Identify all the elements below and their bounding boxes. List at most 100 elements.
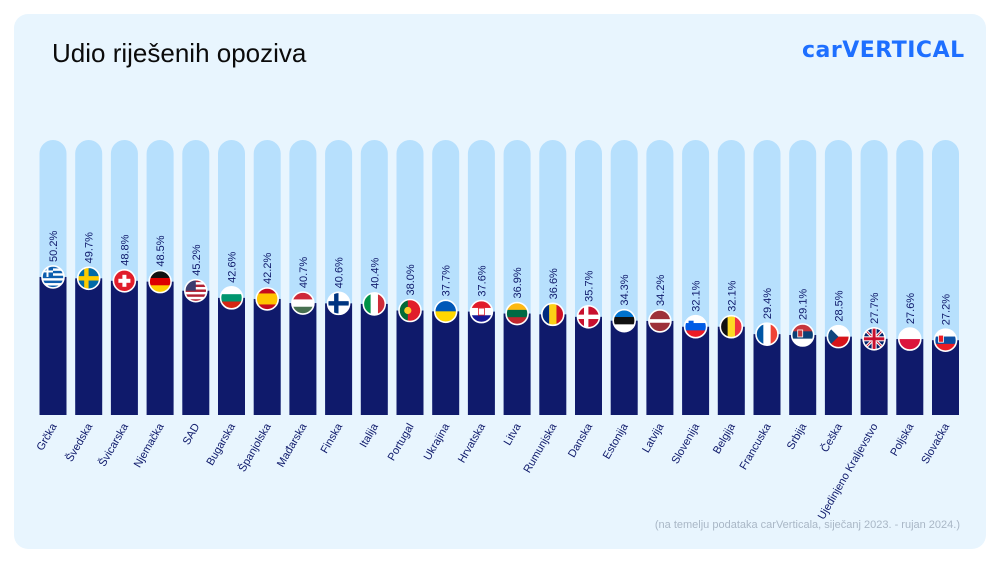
value-label: 27.6%	[905, 293, 917, 324]
flag-slovenia-icon	[683, 314, 708, 339]
category-label: Njemačka	[132, 421, 167, 470]
flag-denmark-icon	[576, 305, 601, 329]
flag-switzerland-icon	[112, 268, 137, 293]
bar-10	[360, 303, 388, 415]
category-label: Estonija	[601, 421, 631, 462]
bar-3	[110, 280, 138, 415]
value-label: 27.7%	[869, 292, 881, 323]
value-label: 27.2%	[941, 294, 953, 325]
flag-croatia-icon	[469, 299, 494, 324]
bar-2	[75, 278, 103, 415]
flag-latvia-icon	[648, 309, 672, 333]
flag-romania-icon	[540, 302, 565, 327]
bar-17	[610, 320, 638, 415]
category-label: Danska	[566, 421, 595, 460]
flag-hungary-icon	[291, 291, 315, 315]
value-label: 32.1%	[691, 280, 703, 311]
bar-25	[896, 339, 924, 415]
page-title: Udio riješenih opoziva	[52, 38, 307, 68]
value-label: 38.0%	[405, 264, 417, 295]
bar-22	[789, 334, 817, 415]
value-label: 34.3%	[619, 274, 631, 305]
flag-finland-icon	[326, 291, 351, 316]
flag-poland-icon	[897, 327, 922, 351]
category-label: Latvija	[640, 421, 667, 455]
bar-5	[182, 290, 210, 415]
value-label: 34.2%	[655, 275, 667, 306]
flag-belgium-icon	[719, 314, 744, 339]
value-label: 32.1%	[726, 280, 738, 311]
flag-estonia-icon	[612, 308, 637, 333]
category-label: Francuska	[738, 421, 775, 472]
category-label: Rumunjska	[521, 421, 559, 475]
bar-4	[146, 281, 174, 415]
bar-13	[467, 311, 495, 415]
flag-france-icon	[755, 322, 779, 346]
category-label: Finska	[319, 421, 346, 456]
flag-ukraine-icon	[433, 299, 458, 324]
bar-9	[325, 303, 353, 415]
bar-11	[396, 310, 424, 415]
flag-bulgaria-icon	[219, 286, 244, 310]
bar-7	[253, 298, 281, 415]
bar-19	[682, 326, 710, 415]
bar-24	[860, 338, 888, 415]
category-label: Ukrajina	[422, 421, 453, 463]
flag-portugal-icon	[398, 298, 422, 323]
category-label: Hrvatska	[456, 421, 489, 465]
value-label: 37.6%	[476, 265, 488, 296]
source-note: (na temelju podataka carVerticala, siječ…	[654, 519, 960, 531]
category-label: Srbija	[785, 421, 810, 452]
chart-card	[14, 14, 986, 549]
bar-18	[646, 320, 674, 415]
value-label: 36.9%	[512, 267, 524, 298]
category-label: Švicarska	[96, 420, 132, 469]
value-label: 40.7%	[298, 257, 310, 288]
bar-20	[717, 326, 745, 415]
category-label: Litva	[502, 421, 524, 448]
bar-14	[503, 313, 531, 415]
bar-15	[539, 314, 567, 415]
flag-uk-icon	[862, 327, 886, 351]
bar-1	[39, 276, 67, 415]
value-label: 40.4%	[369, 257, 381, 288]
flag-czechia-icon	[826, 324, 851, 349]
value-label: 42.6%	[227, 251, 239, 282]
value-label: 28.5%	[833, 290, 845, 321]
value-label: 29.4%	[762, 288, 774, 319]
value-label: 45.2%	[191, 244, 203, 275]
flag-greece-icon	[41, 265, 65, 289]
category-label: Mađarska	[275, 421, 310, 470]
value-label: 37.7%	[441, 265, 453, 296]
flag-spain-icon	[255, 287, 280, 311]
category-label: Portugal	[386, 422, 417, 463]
flag-italy-icon	[362, 292, 387, 316]
bar-8	[289, 303, 317, 415]
value-label: 50.2%	[48, 231, 60, 262]
value-label: 36.6%	[548, 268, 560, 299]
flag-germany-icon	[148, 269, 172, 294]
category-label: Poljska	[888, 421, 917, 458]
category-label: Češka	[818, 420, 845, 454]
category-label: Belgija	[711, 421, 738, 456]
category-label: Švedska	[63, 420, 96, 464]
value-label: 48.8%	[119, 234, 131, 265]
value-label: 35.7%	[584, 270, 596, 301]
category-label: Italija	[358, 421, 382, 450]
bar-21	[753, 334, 781, 415]
flag-serbia-icon	[790, 323, 815, 347]
category-label: SAD	[181, 421, 203, 447]
bar-26	[932, 340, 959, 415]
category-label: Bugarska	[204, 421, 238, 468]
flag-usa-icon	[184, 278, 208, 303]
category-label: Španjolska	[236, 420, 275, 474]
bar-12	[432, 311, 460, 415]
value-label: 29.1%	[798, 289, 810, 320]
category-label: Slovenija	[669, 421, 702, 466]
value-label: 42.2%	[262, 253, 274, 284]
bar-23	[824, 336, 852, 415]
category-label: Slovačka	[919, 421, 952, 466]
bar-6	[218, 297, 245, 415]
flag-lithuania-icon	[505, 301, 529, 326]
